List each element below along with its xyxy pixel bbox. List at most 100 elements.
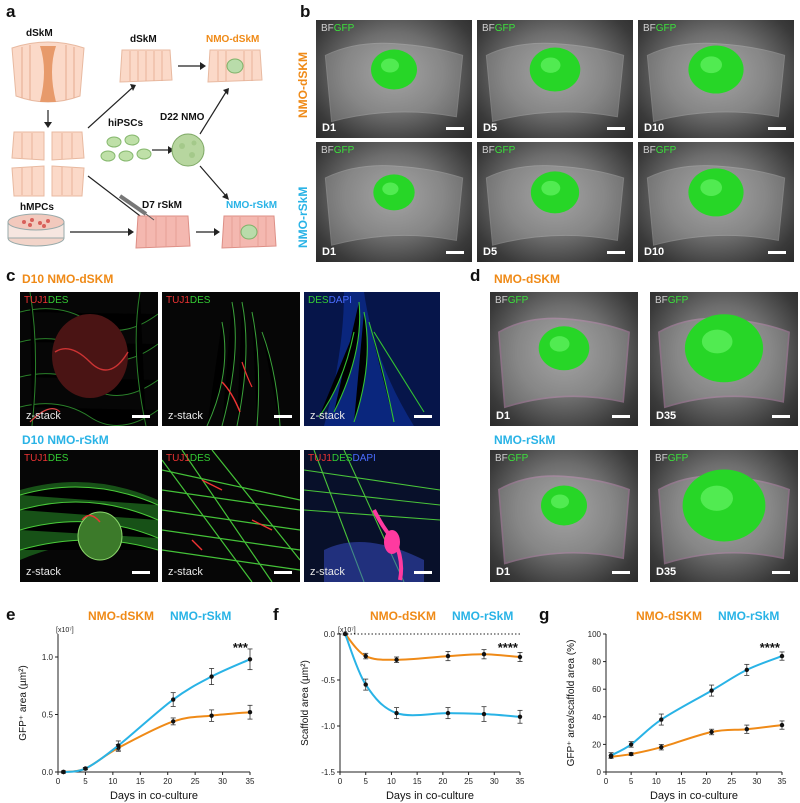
panel-d-row2-title: NMO-rSkM: [494, 433, 556, 447]
b-row2-tile-3-channel-label: BFGFP: [643, 145, 677, 156]
panel-c-row1-title: D10 NMO-dSKM: [22, 272, 114, 286]
c2-ch-labels: TUJ1DES: [166, 295, 211, 306]
point-g-2-2: [659, 717, 664, 722]
legend-g-1: NMO-dSKM: [636, 609, 702, 623]
xtick-label-e-4: 20: [163, 777, 172, 786]
c2-zstack: z-stack: [168, 410, 203, 422]
c5-scalebar: [274, 571, 292, 574]
point-f-1-2: [394, 657, 399, 662]
b-row2-tile-2-day-label: D5: [483, 246, 498, 258]
b-row1-tile-1-day-label: D1: [322, 122, 337, 134]
panel-b-label: b: [300, 2, 311, 21]
xtick-label-g-3: 15: [677, 777, 686, 786]
chart-g: NMO-dSKM NMO-rSkM 0 20 40 60 80 100 0 5 10 15 20 25 30…: [566, 609, 787, 802]
panel-c-row2-title: D10 NMO-rSkM: [22, 433, 109, 447]
panel-a-label: a: [6, 2, 16, 21]
d-row2-tile-1-channel-label: BFGFP: [495, 453, 529, 464]
xtick-label-f-2: 10: [387, 777, 396, 786]
d-row2-tile-2-day-label: D35: [656, 566, 677, 578]
legend-e-1: NMO-dSKM: [88, 609, 154, 623]
legend-e-2: NMO-rSkM: [170, 609, 231, 623]
b-row1-tile-1: BFGFP D1: [316, 20, 472, 138]
label-nmo-rskm: NMO-rSkM: [226, 200, 278, 211]
dskm-piece-icon: [119, 49, 173, 83]
ytick-label-e-0: 0.0: [42, 768, 54, 777]
c-image-2: TUJ1DES z-stack: [162, 292, 300, 426]
xtick-label-e-2: 10: [108, 777, 117, 786]
d-row1-tile-1: BFGFP D1: [490, 292, 638, 426]
point-g-2-5: [779, 653, 785, 659]
b-row1-tile-1-channel-label: BFGFP: [321, 23, 355, 34]
c-image-4: TUJ1DES z-stack: [20, 450, 158, 582]
legend-f-2: NMO-rSkM: [452, 609, 513, 623]
b-row2-tile-2: BFGFP D5: [477, 142, 633, 262]
c4-zstack: z-stack: [26, 566, 61, 578]
b-row1-tile-2-scalebar: [607, 127, 625, 130]
point-g-1-4: [744, 727, 749, 732]
c6-zstack: z-stack: [310, 566, 345, 578]
ytick-label-e-1: 0.5: [42, 711, 54, 720]
ytick-label-g-5: 100: [588, 630, 602, 639]
ytick-label-g-2: 40: [592, 713, 601, 722]
point-f-1-5: [517, 654, 523, 660]
label-d7-rskm: D7 rSkM: [142, 200, 183, 211]
c5-ch-labels: TUJ1DES: [166, 453, 211, 464]
point-g-2-1: [628, 742, 634, 747]
point-f-2-4: [481, 711, 487, 717]
panel-f-label: f: [273, 605, 279, 624]
point-g-1-1: [628, 751, 634, 757]
ytick-label-g-4: 80: [592, 658, 601, 667]
c-image-6: TUJ1DESDAPI z-stack: [304, 450, 440, 582]
d-row2-tile-1: BFGFP D1: [490, 450, 638, 582]
nmo-dskm-icon: [207, 49, 263, 83]
c6-scalebar: [414, 571, 432, 574]
xtick-label-e-1: 5: [83, 777, 88, 786]
b-row2-tile-2-channel-label: BFGFP: [482, 145, 516, 156]
point-f-2-2: [394, 710, 399, 716]
xtick-label-e-3: 15: [136, 777, 145, 786]
multiplier-e: [x10⁷]: [56, 627, 74, 634]
xtick-label-f-4: 20: [438, 777, 447, 786]
point-e-2-4: [209, 674, 214, 679]
d-row2-tile-1-scalebar: [612, 571, 630, 574]
ytick-label-g-3: 60: [592, 685, 601, 694]
dskm-pieces-icon: [11, 131, 85, 197]
b-row2-tile-3-day-label: D10: [644, 246, 665, 258]
b-row1-tile-2-channel-label: BFGFP: [482, 23, 516, 34]
point-e-1-3: [171, 719, 176, 724]
point-e-2-5: [247, 657, 253, 662]
xlabel-e: Days in co-culture: [110, 790, 198, 802]
b-row1-tile-3-day-label: D10: [644, 122, 665, 134]
point-e-2-2: [116, 743, 121, 748]
ytick-label-g-1: 20: [592, 740, 601, 749]
d-row1-tile-1-scalebar: [612, 415, 630, 418]
b-row2-tile-3-scalebar: [768, 251, 786, 254]
significance-g: ****: [760, 640, 781, 655]
xtick-label-g-4: 20: [702, 777, 711, 786]
point-g-2-0: [608, 753, 614, 758]
label-hmpcs: hMPCs: [20, 202, 54, 213]
point-f-2-0: [342, 631, 348, 637]
point-f-1-1: [363, 653, 368, 659]
xtick-label-g-1: 5: [629, 777, 634, 786]
syringe-icon: [118, 194, 155, 221]
label-hipscs: hiPSCs: [108, 118, 144, 129]
nmo-rskm-icon: [221, 215, 277, 249]
xtick-label-f-0: 0: [338, 777, 343, 786]
ytick-label-f-2: -1.0: [321, 722, 335, 731]
xlabel-f: Days in co-culture: [386, 790, 474, 802]
panel-d-row1-title: NMO-dSKM: [494, 272, 560, 286]
panel-e-label: e: [6, 605, 16, 624]
dskm-muscle-icon: [11, 41, 85, 103]
ytick-label-f-0: 0.0: [324, 630, 336, 639]
d-row1-tile-1-channel-label: BFGFP: [495, 295, 529, 306]
significance-e: ***: [233, 640, 249, 655]
point-g-1-2: [659, 744, 664, 750]
xtick-label-g-0: 0: [604, 777, 609, 786]
c3-scalebar: [414, 415, 432, 418]
chart-f: NMO-dSKM NMO-rSkM [x10⁷]0.0 -0.5 -1.0 -1.50 5 1…: [300, 609, 525, 802]
d-row2-tile-2-scalebar: [772, 571, 790, 574]
label-nmo-dskm: NMO-dSkM: [206, 34, 260, 45]
panel-a-schematic: dSkM dSkM NMO-dSkM hiPSCs D22 NMO hMPCs …: [0, 0, 300, 265]
ytick-label-g-0: 0: [597, 768, 602, 777]
